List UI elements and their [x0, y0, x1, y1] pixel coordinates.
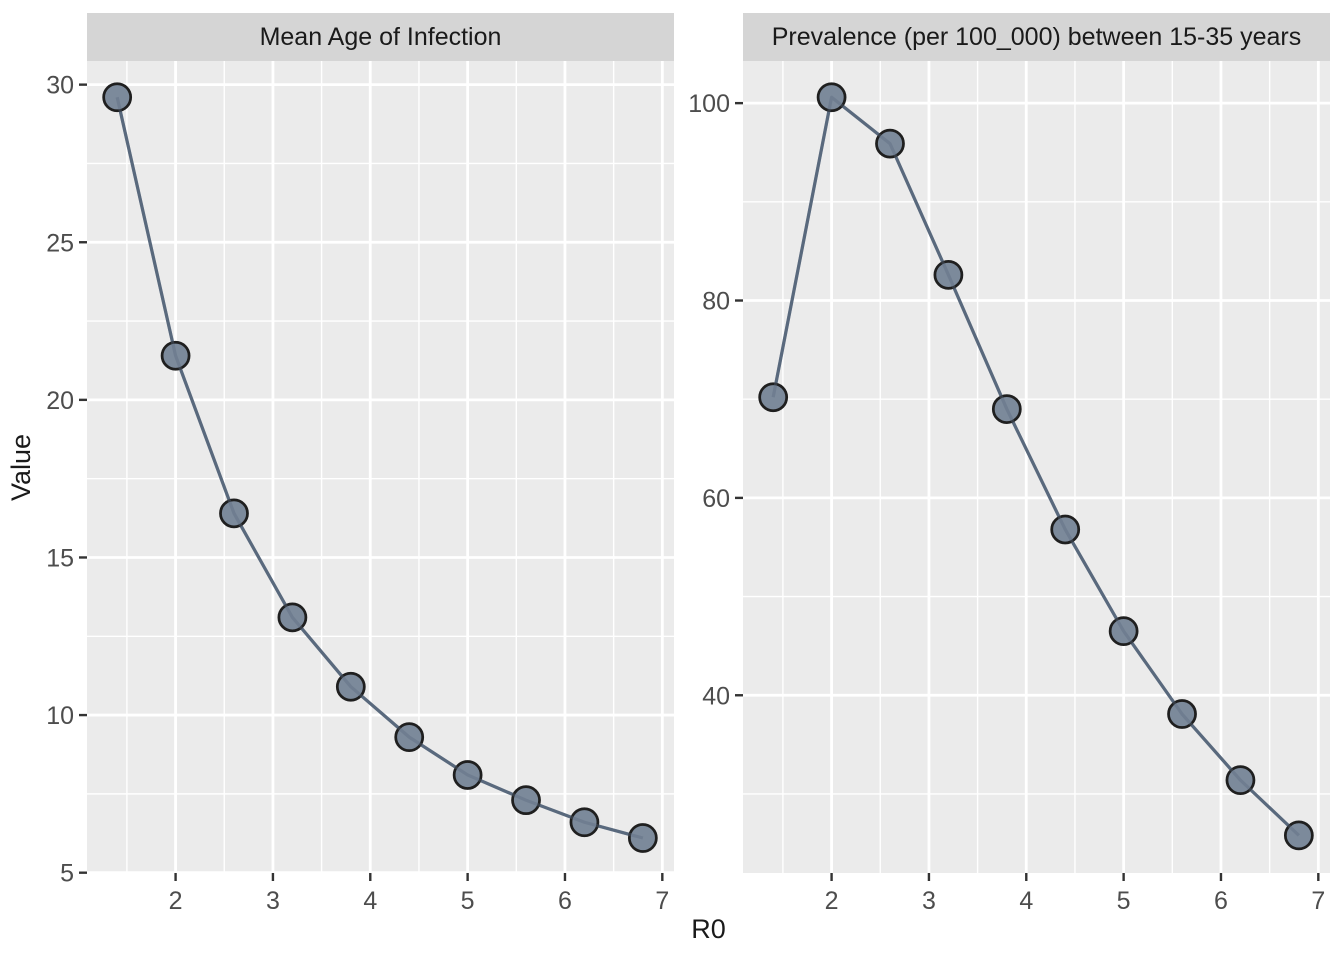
- x-tick-label: 6: [1214, 887, 1228, 915]
- data-point: [758, 382, 789, 413]
- y-tick-label: 20: [46, 387, 74, 415]
- y-tick-label: 100: [688, 90, 730, 118]
- y-tick-label: 40: [702, 682, 730, 710]
- data-point: [1167, 699, 1197, 729]
- data-point: [335, 671, 366, 702]
- y-tick-label: 25: [46, 229, 74, 257]
- data-point: [991, 394, 1022, 424]
- data-point: [219, 498, 249, 529]
- x-tick-label: 2: [169, 887, 183, 915]
- data-point: [1225, 765, 1256, 796]
- data-point: [875, 128, 905, 159]
- y-axis-title: Value: [0, 61, 44, 873]
- x-tick-label: 4: [363, 887, 377, 915]
- data-point: [933, 259, 964, 290]
- data-point: [1108, 616, 1139, 646]
- data-point: [102, 82, 133, 113]
- y-tick-label: 30: [46, 72, 74, 100]
- data-point: [816, 82, 847, 113]
- panel-background: [87, 61, 674, 873]
- series-line: [771, 95, 1301, 838]
- data-point: [569, 807, 600, 838]
- y-tick-label: 5: [60, 860, 74, 888]
- y-axis-title-text: Value: [6, 433, 37, 501]
- x-tick-label: 2: [825, 887, 839, 915]
- x-tick-label: 3: [266, 887, 280, 915]
- data-point: [277, 602, 308, 633]
- data-point: [1283, 820, 1314, 851]
- y-tick-label: 10: [46, 702, 74, 730]
- x-tick-label: 7: [655, 887, 669, 915]
- data-point: [160, 340, 191, 371]
- x-tick-label: 5: [461, 887, 475, 915]
- x-tick-label: 4: [1019, 887, 1033, 915]
- facet-title: Prevalence (per 100_000) between 15-35 y…: [771, 22, 1302, 51]
- y-tick-label: 60: [702, 485, 730, 513]
- series-line: [115, 95, 645, 840]
- series-line-overlay: [115, 96, 644, 840]
- data-point: [627, 823, 658, 853]
- data-point: [394, 722, 425, 753]
- x-axis-title: R0: [691, 914, 726, 944]
- y-tick-label: 80: [702, 288, 730, 316]
- x-tick-label: 7: [1311, 887, 1325, 915]
- x-tick-label: 5: [1117, 887, 1131, 915]
- data-point: [452, 760, 483, 790]
- x-tick-label: 3: [922, 887, 936, 915]
- data-point: [511, 785, 541, 816]
- data-point: [1050, 514, 1081, 545]
- series-line-overlay: [771, 95, 1300, 837]
- y-tick-label: 15: [46, 544, 74, 572]
- facet-strip-prevalence: Prevalence (per 100_000) between 15-35 y…: [743, 13, 1330, 61]
- facet-strip-mean-age: Mean Age of Infection: [87, 13, 674, 61]
- facet-title: Mean Age of Infection: [259, 22, 502, 51]
- x-tick-label: 6: [558, 887, 572, 915]
